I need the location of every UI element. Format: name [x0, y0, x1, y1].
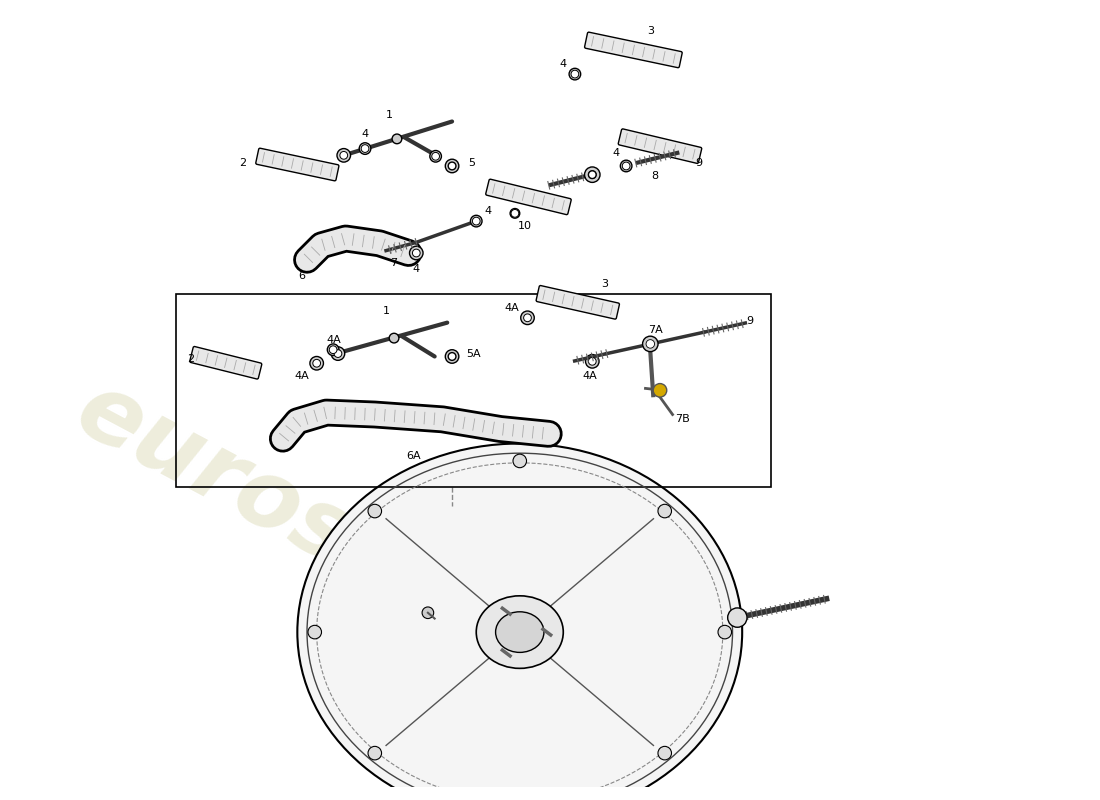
Circle shape	[446, 159, 459, 173]
Circle shape	[331, 347, 344, 360]
Text: 5A: 5A	[466, 349, 481, 358]
Circle shape	[513, 454, 527, 468]
Circle shape	[409, 246, 424, 260]
Text: 4A: 4A	[295, 371, 309, 381]
FancyBboxPatch shape	[584, 32, 682, 68]
Circle shape	[337, 149, 351, 162]
Text: 4: 4	[560, 59, 566, 70]
Circle shape	[569, 68, 581, 80]
Circle shape	[389, 334, 399, 343]
Circle shape	[448, 353, 455, 360]
Circle shape	[432, 153, 440, 160]
Text: 5: 5	[468, 158, 475, 168]
Circle shape	[646, 340, 654, 348]
Text: 7: 7	[390, 258, 397, 268]
Ellipse shape	[496, 612, 543, 653]
Text: 4: 4	[412, 265, 420, 274]
Circle shape	[584, 167, 600, 182]
Circle shape	[728, 608, 747, 627]
Text: 3: 3	[647, 26, 653, 35]
Circle shape	[328, 344, 339, 355]
Circle shape	[340, 151, 348, 159]
Text: 6A: 6A	[406, 451, 420, 461]
Text: 10: 10	[518, 221, 531, 231]
Text: 7B: 7B	[675, 414, 690, 424]
Circle shape	[422, 607, 433, 618]
Text: 9: 9	[695, 158, 702, 168]
Circle shape	[620, 160, 631, 172]
Text: 9: 9	[747, 316, 754, 326]
Circle shape	[446, 350, 459, 363]
Circle shape	[642, 336, 658, 352]
Circle shape	[571, 70, 579, 78]
FancyBboxPatch shape	[256, 148, 339, 181]
Circle shape	[623, 162, 630, 170]
Circle shape	[360, 142, 371, 154]
Ellipse shape	[297, 443, 742, 800]
Text: 1: 1	[383, 306, 389, 316]
Circle shape	[653, 383, 667, 397]
FancyBboxPatch shape	[618, 129, 702, 163]
Circle shape	[412, 249, 420, 257]
Circle shape	[588, 171, 596, 178]
Text: 3: 3	[602, 279, 608, 289]
Circle shape	[310, 357, 323, 370]
Circle shape	[588, 358, 596, 365]
Circle shape	[718, 626, 732, 639]
Circle shape	[368, 504, 382, 518]
Text: 4A: 4A	[582, 371, 597, 381]
Text: eurospares: eurospares	[60, 364, 631, 726]
Circle shape	[588, 171, 596, 178]
Text: 4A: 4A	[505, 303, 519, 313]
Circle shape	[512, 210, 519, 218]
Text: 4: 4	[362, 129, 369, 139]
Circle shape	[448, 162, 455, 170]
Circle shape	[510, 209, 520, 218]
Text: 2: 2	[187, 354, 195, 364]
Circle shape	[308, 626, 321, 639]
FancyBboxPatch shape	[190, 346, 262, 379]
Circle shape	[361, 145, 368, 153]
Circle shape	[520, 311, 535, 325]
Circle shape	[329, 346, 337, 354]
Circle shape	[312, 359, 320, 367]
Text: 4: 4	[613, 148, 620, 158]
Circle shape	[430, 150, 441, 162]
Circle shape	[368, 746, 382, 760]
Text: 8: 8	[651, 170, 659, 181]
Circle shape	[658, 504, 671, 518]
Ellipse shape	[476, 596, 563, 668]
Text: a passion for parts since 1985: a passion for parts since 1985	[308, 576, 712, 746]
FancyBboxPatch shape	[536, 286, 619, 319]
Text: 7A: 7A	[648, 326, 662, 335]
Circle shape	[658, 746, 671, 760]
Text: 4: 4	[484, 206, 492, 217]
Circle shape	[472, 218, 480, 225]
Circle shape	[471, 215, 482, 227]
Text: 6: 6	[299, 271, 306, 282]
FancyBboxPatch shape	[486, 179, 571, 214]
Text: 4A: 4A	[327, 335, 341, 345]
Circle shape	[524, 314, 531, 322]
Circle shape	[392, 134, 402, 144]
Circle shape	[513, 797, 527, 800]
Circle shape	[585, 354, 600, 368]
Text: 1: 1	[386, 110, 393, 120]
Circle shape	[334, 350, 342, 358]
Text: 2: 2	[239, 158, 245, 168]
